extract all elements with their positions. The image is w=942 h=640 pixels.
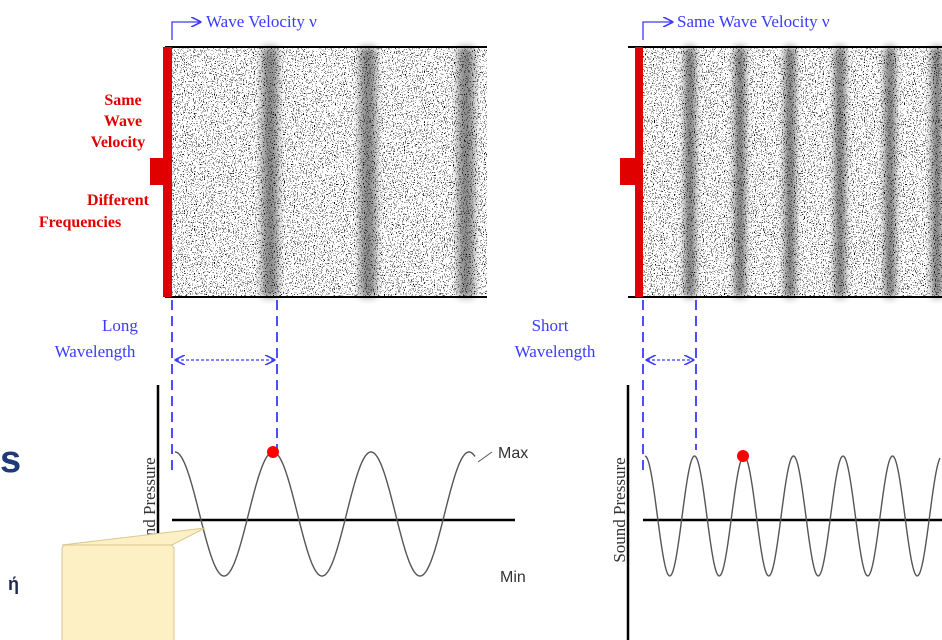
side-label: Wave [104,113,142,130]
callout-pointer [61,527,206,546]
speaker [150,47,643,297]
velocity-arrow [171,22,672,40]
callout-box [61,544,175,640]
callout-text: ή [8,574,19,594]
dashed-guide [171,300,697,470]
wavelength-label: Wavelength [515,342,596,361]
min-label: Min [500,569,526,586]
wavelength-label: Long [102,316,138,335]
noise-field [172,47,487,297]
frame-lines [165,46,942,298]
side-label: Velocity [91,134,146,151]
wavelength-label: Short [532,316,569,335]
sine-wave [174,451,476,577]
side-label: Different [87,192,150,209]
graph-axes [156,385,942,640]
sine-wave [644,455,941,577]
marker-dot [737,450,749,462]
noise-field [643,47,942,297]
max-label: Max [498,445,528,462]
marker-dot [267,446,279,458]
side-label: Same [104,92,141,109]
side-label: Frequencies [39,214,121,231]
heading-fragment: s [0,439,21,481]
velocity-label: Wave Velocity ν [206,12,317,31]
wavelength-label: Wavelength [55,342,136,361]
y-axis-label: Sound Pressure [610,457,629,562]
velocity-label: Same Wave Velocity ν [677,12,830,31]
leader [477,451,493,463]
